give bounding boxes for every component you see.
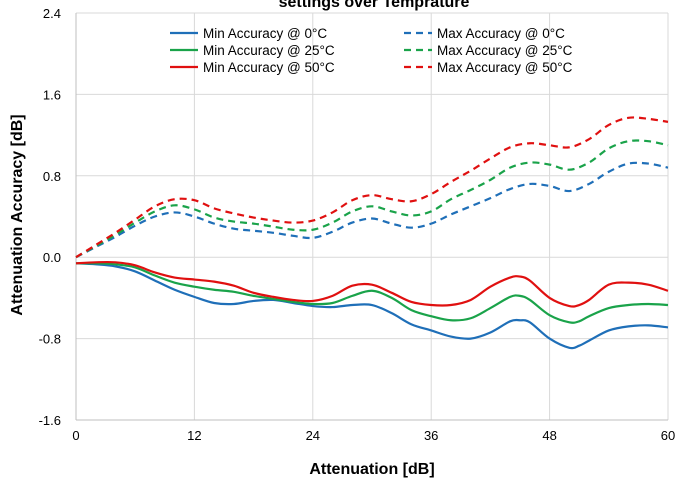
x-tick-label: 12 (187, 428, 201, 443)
axes (75, 13, 668, 421)
legend-label-3: Min Accuracy @ 50°C (203, 60, 335, 75)
x-axis-title: Attenuation [dB] (309, 461, 434, 478)
gridlines (75, 12, 669, 421)
tick-labels: 0 12 24 36 48 60 -1.6 -0.8 0.0 0.8 1.6 2.4 (39, 6, 675, 443)
series-line-1 (75, 262, 669, 350)
y-tick-label: 0.0 (43, 250, 61, 265)
legend-label-2: Min Accuracy @ 25°C (203, 43, 335, 58)
x-tick-label: 60 (661, 428, 675, 443)
y-tick-label: -1.6 (39, 413, 61, 428)
y-tick-label: 2.4 (43, 6, 61, 21)
legend-label-5: Max Accuracy @ 25°C (437, 43, 573, 58)
series-line-2 (75, 262, 669, 324)
x-tick-label: 36 (424, 428, 438, 443)
series-line-6 (75, 116, 669, 259)
series-line-5 (75, 139, 669, 259)
x-tick-label: 0 (72, 428, 79, 443)
chart-title: settings over Temprature (279, 0, 470, 11)
x-tick-label: 24 (306, 428, 320, 443)
legend-label-1: Min Accuracy @ 0°C (203, 26, 327, 41)
legend-label-6: Max Accuracy @ 50°C (437, 60, 573, 75)
x-tick-label: 48 (542, 428, 556, 443)
y-tick-label: 0.8 (43, 169, 61, 184)
legend: Min Accuracy @ 0°C Min Accuracy @ 25°C Min… (170, 26, 573, 75)
y-axis-title: Attenuation Accuracy [dB] (9, 114, 26, 315)
series-lines (75, 116, 669, 350)
series-line-4 (75, 161, 669, 259)
legend-label-4: Max Accuracy @ 0°C (437, 26, 565, 41)
y-tick-label: 1.6 (43, 87, 61, 102)
y-tick-label: -0.8 (39, 332, 61, 347)
series-line-3 (75, 260, 669, 308)
